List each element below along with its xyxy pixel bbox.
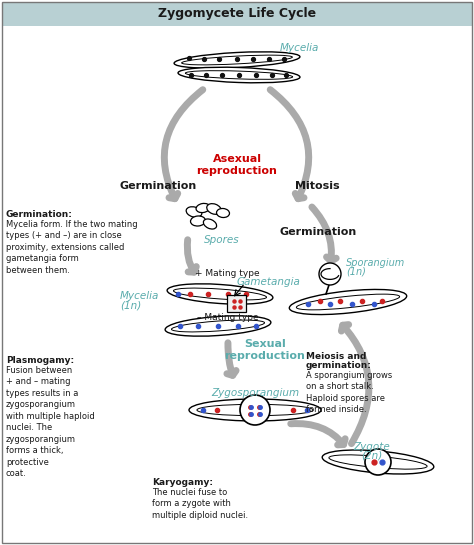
Circle shape bbox=[240, 395, 270, 425]
Text: Mycelia: Mycelia bbox=[120, 291, 159, 301]
Ellipse shape bbox=[207, 204, 221, 214]
Text: Sexual
reproduction: Sexual reproduction bbox=[225, 339, 305, 361]
Text: Zygote: Zygote bbox=[354, 442, 391, 452]
Text: Meiosis and: Meiosis and bbox=[306, 352, 366, 361]
Bar bbox=[2, 2, 472, 26]
Text: + Mating type: + Mating type bbox=[195, 269, 260, 278]
Ellipse shape bbox=[196, 203, 210, 213]
Text: The nuclei fuse to
form a zygote with
multiple diploid nuclei.: The nuclei fuse to form a zygote with mu… bbox=[152, 488, 248, 520]
Ellipse shape bbox=[191, 216, 206, 226]
Text: (1n): (1n) bbox=[346, 267, 366, 277]
Text: (2n): (2n) bbox=[361, 451, 383, 461]
FancyBboxPatch shape bbox=[228, 294, 246, 312]
Ellipse shape bbox=[189, 399, 321, 421]
Ellipse shape bbox=[197, 404, 313, 416]
Ellipse shape bbox=[289, 289, 407, 314]
Text: Germination:: Germination: bbox=[6, 210, 73, 219]
Text: germination:: germination: bbox=[306, 361, 372, 370]
Text: Gametangia: Gametangia bbox=[237, 277, 301, 287]
Text: Mycelia: Mycelia bbox=[280, 43, 319, 53]
Ellipse shape bbox=[182, 55, 292, 65]
Text: Mitosis: Mitosis bbox=[295, 181, 339, 191]
Text: Zygosporangium: Zygosporangium bbox=[211, 388, 299, 398]
Ellipse shape bbox=[167, 284, 273, 304]
Ellipse shape bbox=[186, 207, 202, 217]
Text: Germination: Germination bbox=[279, 227, 356, 237]
Circle shape bbox=[365, 449, 391, 475]
Text: Fusion between
+ and – mating
types results in a
zygosporangium
with multiple ha: Fusion between + and – mating types resu… bbox=[6, 366, 95, 478]
Ellipse shape bbox=[217, 209, 229, 217]
Ellipse shape bbox=[329, 455, 427, 469]
Ellipse shape bbox=[296, 294, 400, 310]
Ellipse shape bbox=[185, 71, 292, 80]
Ellipse shape bbox=[172, 320, 264, 332]
Text: Spores: Spores bbox=[204, 235, 240, 245]
Ellipse shape bbox=[178, 67, 300, 83]
Ellipse shape bbox=[165, 316, 271, 336]
Ellipse shape bbox=[174, 52, 300, 68]
Text: Germination: Germination bbox=[119, 181, 197, 191]
Text: Sporangium: Sporangium bbox=[346, 258, 405, 268]
Ellipse shape bbox=[322, 450, 434, 474]
Text: Karyogamy:: Karyogamy: bbox=[152, 478, 213, 487]
Text: Asexual
reproduction: Asexual reproduction bbox=[197, 154, 277, 176]
Ellipse shape bbox=[203, 219, 217, 229]
Circle shape bbox=[319, 263, 341, 285]
Text: – Mating type: – Mating type bbox=[197, 313, 259, 323]
Ellipse shape bbox=[173, 288, 266, 300]
Text: Mycelia form. If the two mating
types (+ and –) are in close
proximity, extensio: Mycelia form. If the two mating types (+… bbox=[6, 220, 137, 275]
Text: Plasmogamy:: Plasmogamy: bbox=[6, 356, 74, 365]
Text: (1n): (1n) bbox=[120, 300, 141, 310]
Text: Zygomycete Life Cycle: Zygomycete Life Cycle bbox=[158, 8, 316, 21]
Text: A sporangium grows
on a short stalk.
Haploid spores are
formed inside.: A sporangium grows on a short stalk. Hap… bbox=[306, 371, 392, 414]
